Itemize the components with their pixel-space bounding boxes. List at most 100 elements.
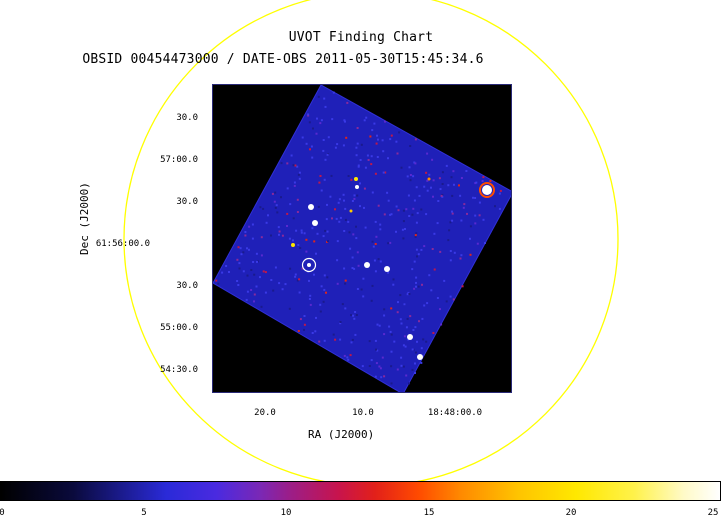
noise-pixel xyxy=(376,349,379,352)
noise-pixel xyxy=(374,172,377,175)
noise-pixel xyxy=(415,276,418,279)
noise-pixel xyxy=(240,253,243,256)
noise-pixel xyxy=(250,269,253,271)
colorbar-tick: 20 xyxy=(565,508,577,518)
noise-pixel xyxy=(469,237,471,240)
noise-pixel xyxy=(474,222,477,225)
noise-pixel xyxy=(326,276,329,279)
y-axis-label: Dec (J2000) xyxy=(78,182,91,255)
noise-pixel xyxy=(343,230,346,232)
noise-pixel xyxy=(450,176,453,179)
noise-pixel xyxy=(274,266,277,269)
noise-pixel xyxy=(392,278,395,281)
noise-pixel xyxy=(334,338,337,341)
noise-pixel xyxy=(286,162,289,165)
noise-pixel xyxy=(264,291,267,294)
noise-pixel xyxy=(348,231,351,234)
noise-pixel xyxy=(403,303,406,306)
noise-pixel xyxy=(396,152,399,155)
ra-tick: 20.0 xyxy=(254,408,276,418)
noise-pixel xyxy=(414,326,417,329)
noise-pixel xyxy=(498,207,501,210)
noise-pixel xyxy=(469,225,472,228)
noise-pixel xyxy=(383,333,386,336)
noise-pixel xyxy=(396,368,399,371)
noise-pixel xyxy=(329,195,332,198)
noise-pixel xyxy=(445,164,448,167)
noise-pixel xyxy=(398,131,401,134)
noise-pixel xyxy=(346,101,349,104)
noise-pixel xyxy=(325,218,328,221)
noise-pixel xyxy=(451,212,454,215)
noise-pixel xyxy=(248,248,250,251)
noise-pixel xyxy=(311,227,314,230)
noise-pixel xyxy=(432,195,434,198)
noise-pixel xyxy=(292,164,295,167)
noise-pixel xyxy=(294,164,297,167)
noise-pixel xyxy=(236,280,239,282)
noise-pixel xyxy=(404,345,407,348)
noise-pixel xyxy=(344,279,347,282)
noise-pixel xyxy=(270,234,272,237)
noise-pixel xyxy=(253,273,256,276)
noise-pixel xyxy=(320,285,323,288)
noise-pixel xyxy=(353,267,356,270)
noise-pixel xyxy=(344,282,347,285)
noise-pixel xyxy=(274,206,277,209)
noise-pixel xyxy=(295,229,298,232)
noise-pixel xyxy=(343,354,346,357)
colorbar-tick: 5 xyxy=(141,508,147,518)
noise-pixel xyxy=(420,347,423,350)
noise-pixel xyxy=(324,229,327,232)
noise-pixel xyxy=(405,208,408,211)
noise-pixel xyxy=(323,339,326,342)
noise-pixel xyxy=(255,285,258,288)
noise-pixel xyxy=(404,228,406,230)
noise-pixel xyxy=(402,209,405,212)
noise-pixel xyxy=(299,318,302,321)
noise-pixel xyxy=(453,183,455,186)
noise-pixel xyxy=(343,267,346,270)
noise-pixel xyxy=(445,300,448,303)
noise-pixel xyxy=(390,382,393,385)
noise-pixel xyxy=(379,228,382,231)
noise-pixel xyxy=(246,247,248,250)
noise-pixel xyxy=(308,298,311,300)
noise-pixel xyxy=(460,219,463,222)
noise-pixel xyxy=(451,194,454,197)
noise-pixel xyxy=(315,252,317,255)
noise-pixel xyxy=(426,302,429,305)
noise-pixel xyxy=(251,237,254,240)
noise-pixel xyxy=(432,179,435,182)
noise-pixel xyxy=(375,142,378,145)
noise-pixel xyxy=(460,254,463,257)
noise-pixel xyxy=(255,252,258,255)
noise-pixel xyxy=(389,213,392,216)
noise-pixel xyxy=(390,213,393,216)
noise-pixel xyxy=(367,159,370,161)
noise-pixel xyxy=(277,226,280,229)
noise-pixel xyxy=(422,338,425,341)
noise-pixel xyxy=(297,244,300,246)
noise-pixel xyxy=(390,134,393,137)
noise-pixel xyxy=(272,289,275,292)
noise-pixel xyxy=(370,359,373,362)
noise-pixel xyxy=(325,291,327,294)
noise-pixel xyxy=(248,225,251,228)
noise-pixel xyxy=(355,146,358,149)
noise-pixel xyxy=(374,375,377,378)
noise-pixel xyxy=(392,283,395,286)
ra-tick: 10.0 xyxy=(352,408,374,418)
noise-pixel xyxy=(481,180,484,182)
noise-pixel xyxy=(296,279,299,282)
noise-pixel xyxy=(414,235,417,238)
noise-pixel xyxy=(423,304,426,307)
noise-pixel xyxy=(425,213,428,216)
noise-pixel xyxy=(376,323,379,326)
noise-pixel xyxy=(245,298,248,301)
noise-pixel xyxy=(414,162,417,165)
noise-pixel xyxy=(469,253,472,256)
dec-tick: 61:56:00.0 xyxy=(95,239,150,249)
noise-pixel xyxy=(300,229,303,232)
noise-pixel xyxy=(359,205,361,208)
